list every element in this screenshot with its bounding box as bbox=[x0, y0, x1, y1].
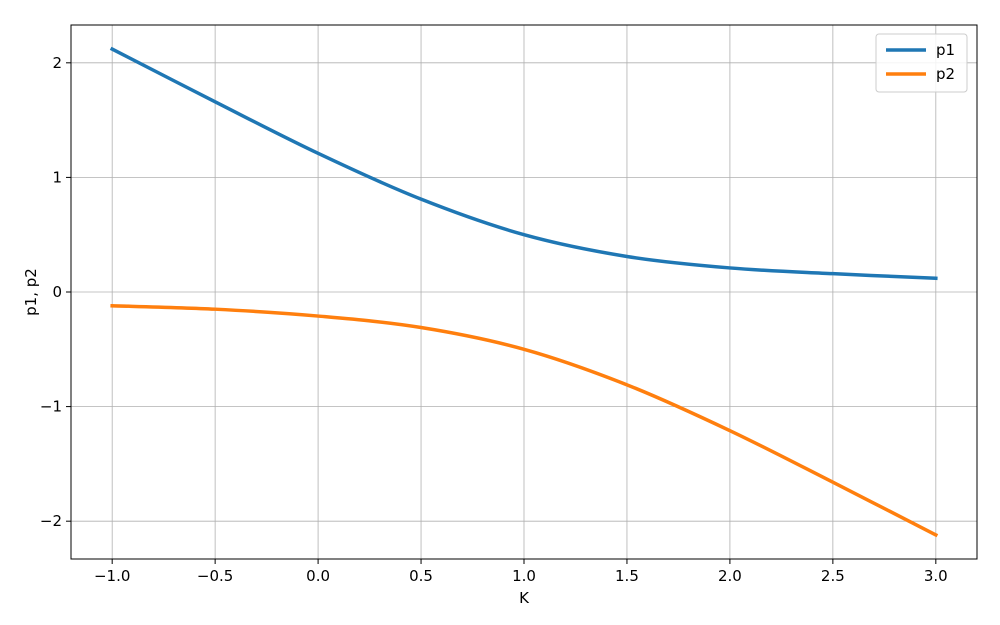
y-tick-label: −1 bbox=[40, 398, 62, 416]
ticks: −1.0 −0.5 0.0 0.5 1.0 1.5 2.0 2.5 3.0 −2 −1 0 1 2 bbox=[40, 54, 948, 585]
x-tick-label: −0.5 bbox=[197, 567, 233, 585]
y-tick-label: −2 bbox=[40, 512, 62, 530]
grid bbox=[71, 25, 977, 559]
y-tick-label: 2 bbox=[52, 54, 62, 72]
legend-label-p2: p2 bbox=[936, 65, 955, 83]
x-tick-label: −1.0 bbox=[94, 567, 130, 585]
y-tick-label: 0 bbox=[52, 283, 62, 301]
series-line-p2 bbox=[110, 303, 939, 538]
series-lines bbox=[109, 46, 939, 538]
y-tick-label: 1 bbox=[52, 168, 62, 186]
x-tick-label: 3.0 bbox=[924, 567, 948, 585]
y-axis-label: p1, p2 bbox=[22, 268, 40, 316]
x-tick-label: 1.0 bbox=[512, 567, 536, 585]
x-tick-label: 2.5 bbox=[821, 567, 845, 585]
x-tick-label: 0.0 bbox=[306, 567, 330, 585]
x-tick-label: 0.5 bbox=[409, 567, 433, 585]
x-axis-label: K bbox=[519, 589, 530, 607]
x-tick-label: 2.0 bbox=[718, 567, 742, 585]
x-tick-label: 1.5 bbox=[615, 567, 639, 585]
legend-label-p1: p1 bbox=[936, 41, 955, 59]
series-line-p1 bbox=[109, 46, 938, 281]
